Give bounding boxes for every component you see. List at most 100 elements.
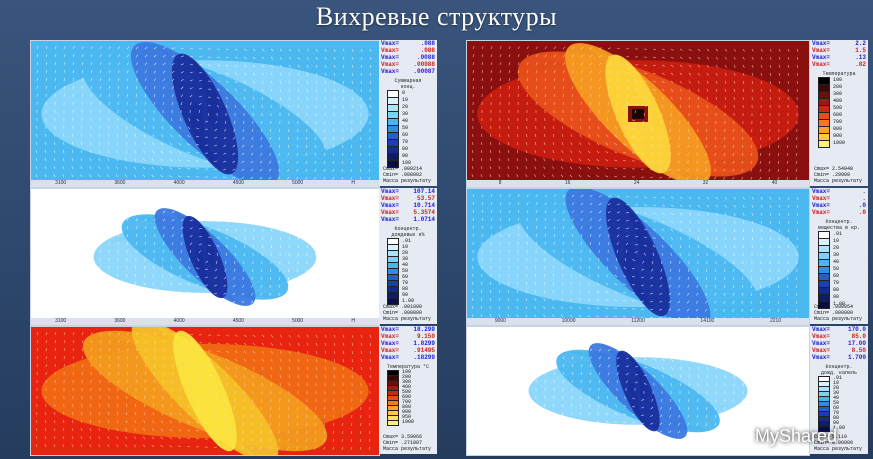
velocity-arrow xyxy=(261,334,265,338)
velocity-arrow xyxy=(143,290,146,294)
velocity-arrow xyxy=(63,70,66,74)
axis-tick-label: 9000 xyxy=(494,318,506,324)
vmax-row: Vmax= 2.2 xyxy=(810,40,868,47)
velocity-arrow xyxy=(632,406,636,408)
velocity-arrow xyxy=(498,290,501,294)
velocity-arrow xyxy=(625,196,629,198)
velocity-arrow xyxy=(598,348,602,352)
velocity-arrow xyxy=(589,210,593,214)
velocity-arrow xyxy=(795,176,798,180)
velocity-arrow xyxy=(135,218,138,222)
velocity-arrow xyxy=(706,204,710,208)
velocity-arrow xyxy=(214,430,218,433)
velocity-arrow xyxy=(261,244,263,248)
velocity-arrow xyxy=(80,150,83,154)
vortex-field xyxy=(467,189,809,325)
velocity-arrow xyxy=(625,48,630,50)
velocity-arrow xyxy=(580,101,582,106)
velocity-arrow xyxy=(643,244,647,247)
velocity-arrow xyxy=(625,95,629,98)
velocity-arrow xyxy=(480,298,483,302)
velocity-arrow xyxy=(134,142,137,146)
velocity-arrow xyxy=(579,290,582,294)
vortex-core xyxy=(632,109,644,119)
legend-value: 90 xyxy=(402,153,409,159)
velocity-arrow xyxy=(616,357,620,360)
velocity-arrow xyxy=(242,128,245,132)
velocity-arrow xyxy=(314,168,317,172)
velocity-arrow xyxy=(351,422,353,426)
velocity-arrow xyxy=(769,196,772,200)
velocity-arrow xyxy=(135,62,138,66)
velocity-arrow xyxy=(153,379,155,384)
velocity-arrow xyxy=(350,446,353,450)
axis-tick-label: 3600 xyxy=(114,318,126,324)
velocity-arrow xyxy=(499,78,501,82)
velocity-arrow xyxy=(108,364,110,368)
velocity-arrow xyxy=(232,292,236,296)
velocity-arrow xyxy=(760,212,763,216)
velocity-arrow xyxy=(153,266,155,270)
velocity-arrow xyxy=(297,48,300,52)
vmax-value: 17.00 xyxy=(847,340,866,347)
velocity-arrow xyxy=(333,334,336,338)
velocity-arrow xyxy=(162,372,165,376)
velocity-arrow xyxy=(661,80,665,84)
vmax-row: Vmax= 5.3574 xyxy=(379,209,437,216)
velocity-arrow xyxy=(616,47,620,50)
velocity-arrow xyxy=(614,412,618,416)
sidebar-footer: Cmax= 3.59066 Cmin= .271007 Масса результа… xyxy=(383,434,431,452)
velocity-arrow xyxy=(187,421,191,424)
velocity-arrow xyxy=(686,308,690,312)
velocity-arrow xyxy=(72,348,75,352)
velocity-arrow xyxy=(153,332,157,336)
velocity-arrow xyxy=(144,372,147,376)
vmax-row: Vmax= 18.299 xyxy=(379,326,437,333)
velocity-arrow xyxy=(324,48,327,52)
velocity-arrow xyxy=(733,212,736,216)
velocity-arrow xyxy=(107,436,110,440)
velocity-arrow xyxy=(499,142,501,146)
velocity-arrow xyxy=(243,220,247,224)
velocity-arrow xyxy=(670,228,674,232)
velocity-arrow xyxy=(553,62,556,66)
velocity-arrow xyxy=(715,220,718,224)
velocity-arrow xyxy=(161,126,164,130)
velocity-arrow xyxy=(259,446,263,450)
velocity-arrow xyxy=(171,396,173,400)
velocity-arrow xyxy=(706,366,709,370)
velocity-arrow xyxy=(661,382,664,386)
velocity-arrow xyxy=(243,334,247,337)
velocity-arrow xyxy=(661,196,665,199)
velocity-arrow xyxy=(252,80,255,84)
velocity-arrow xyxy=(597,282,600,286)
velocity-arrow xyxy=(552,290,555,294)
velocity-arrow xyxy=(36,428,38,432)
velocity-arrow xyxy=(342,72,345,76)
velocity-arrow xyxy=(499,85,501,90)
velocity-arrow xyxy=(333,88,335,92)
velocity-arrow xyxy=(670,204,674,207)
velocity-arrow xyxy=(661,88,665,92)
velocity-arrow xyxy=(733,136,735,140)
velocity-arrow xyxy=(189,333,193,336)
velocity-arrow xyxy=(688,48,692,52)
velocity-arrow xyxy=(153,70,157,74)
velocity-arrow xyxy=(625,211,629,214)
velocity-arrow xyxy=(571,62,575,66)
axis-tick-label: 3100 xyxy=(55,180,67,186)
velocity-arrow xyxy=(742,236,744,240)
vmax-value: 8.50 xyxy=(851,347,866,354)
vmax-row: Vmax= .088 xyxy=(379,47,437,54)
velocity-arrow xyxy=(187,176,191,178)
velocity-arrow xyxy=(252,366,255,370)
velocity-arrow xyxy=(214,446,218,448)
velocity-arrow xyxy=(223,446,227,449)
velocity-arrow xyxy=(625,204,629,206)
velocity-arrow xyxy=(670,64,674,67)
velocity-arrow xyxy=(544,70,547,74)
velocity-arrow xyxy=(333,350,336,354)
velocity-arrow xyxy=(607,70,611,74)
velocity-arrow xyxy=(650,136,654,139)
velocity-arrow xyxy=(251,144,254,148)
